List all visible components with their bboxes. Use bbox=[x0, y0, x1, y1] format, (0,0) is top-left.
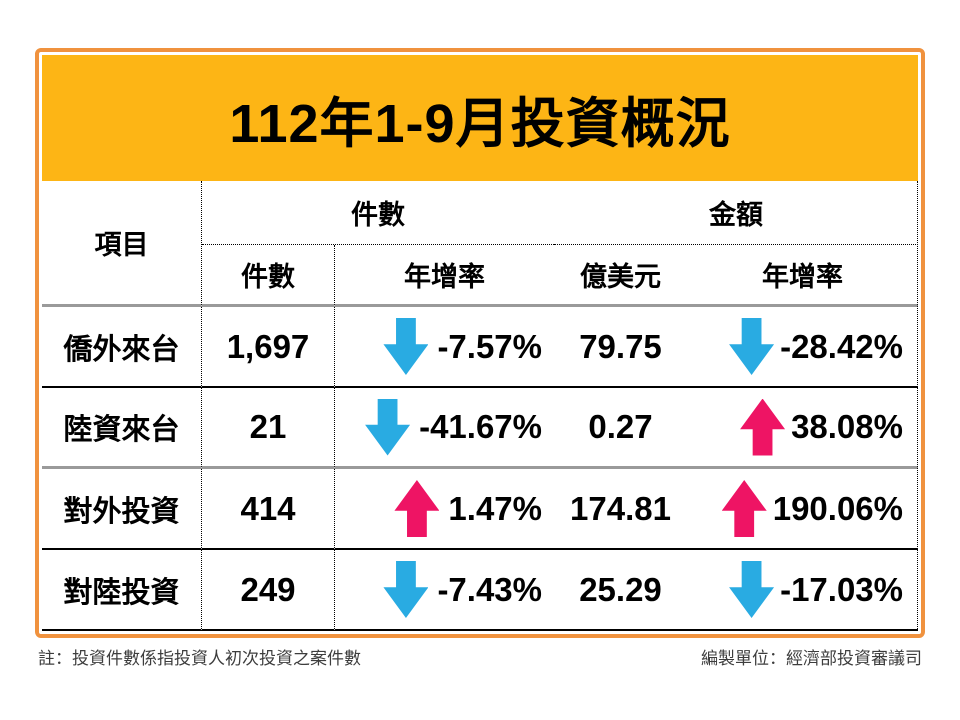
row-count: 1,697 bbox=[202, 307, 335, 388]
trend-down-icon bbox=[729, 318, 775, 375]
row-label: 對陸投資 bbox=[42, 550, 202, 631]
trend-up-icon bbox=[394, 480, 440, 537]
row-amount: 79.75 bbox=[554, 307, 687, 388]
amount-yoy-value: -28.42% bbox=[780, 327, 903, 365]
amount-yoy-value: 38.08% bbox=[791, 408, 903, 445]
count-yoy-value: -7.57% bbox=[437, 327, 542, 365]
row-amount-yoy: -17.03% bbox=[687, 550, 918, 631]
footer: 註：投資件數係指投資人初次投資之案件數 編製單位：經濟部投資審議司 bbox=[38, 644, 922, 669]
count-yoy-value: -41.67% bbox=[419, 408, 542, 445]
slide-frame: 112年1-9月投資概況 項目 件數 金額 件數 年增率 億美元 年增率 僑外來… bbox=[35, 48, 925, 638]
slide-title: 112年1-9月投資概況 bbox=[42, 55, 918, 181]
trend-down-icon bbox=[383, 318, 429, 375]
row-count: 249 bbox=[202, 550, 335, 631]
row-amount: 0.27 bbox=[554, 388, 687, 469]
trend-up-icon bbox=[740, 398, 786, 456]
header-group-count: 件數 bbox=[202, 181, 554, 245]
header-sub-amount-yoy: 年增率 bbox=[687, 245, 918, 307]
trend-down-icon bbox=[365, 398, 411, 456]
row-label: 僑外來台 bbox=[42, 307, 202, 388]
row-count-yoy: 1.47% bbox=[335, 469, 554, 550]
trend-down-icon bbox=[383, 561, 429, 618]
count-yoy-value: 1.47% bbox=[448, 489, 542, 527]
row-count: 414 bbox=[202, 469, 335, 550]
investment-table: 項目 件數 金額 件數 年增率 億美元 年增率 僑外來台 1,697 -7.57… bbox=[42, 181, 918, 631]
header-group-amount: 金額 bbox=[554, 181, 918, 245]
footer-source: 編製單位：經濟部投資審議司 bbox=[701, 649, 922, 668]
footer-note: 註：投資件數係指投資人初次投資之案件數 bbox=[38, 649, 361, 668]
amount-yoy-value: -17.03% bbox=[780, 570, 903, 608]
row-label: 對外投資 bbox=[42, 469, 202, 550]
row-amount-yoy: 190.06% bbox=[687, 469, 918, 550]
row-count-yoy: -7.57% bbox=[335, 307, 554, 388]
row-amount: 25.29 bbox=[554, 550, 687, 631]
header-sub-count-yoy: 年增率 bbox=[335, 245, 554, 307]
header-sub-amount-usd: 億美元 bbox=[554, 245, 687, 307]
row-amount-yoy: -28.42% bbox=[687, 307, 918, 388]
row-count-yoy: -7.43% bbox=[335, 550, 554, 631]
row-amount: 174.81 bbox=[554, 469, 687, 550]
count-yoy-value: -7.43% bbox=[437, 570, 542, 608]
trend-up-icon bbox=[721, 480, 767, 537]
amount-yoy-value: 190.06% bbox=[772, 489, 903, 527]
header-sub-count: 件數 bbox=[202, 245, 335, 307]
row-label: 陸資來台 bbox=[42, 388, 202, 469]
header-item: 項目 bbox=[42, 181, 202, 307]
row-amount-yoy: 38.08% bbox=[687, 388, 918, 469]
trend-down-icon bbox=[729, 561, 775, 618]
row-count: 21 bbox=[202, 388, 335, 469]
row-count-yoy: -41.67% bbox=[335, 388, 554, 469]
